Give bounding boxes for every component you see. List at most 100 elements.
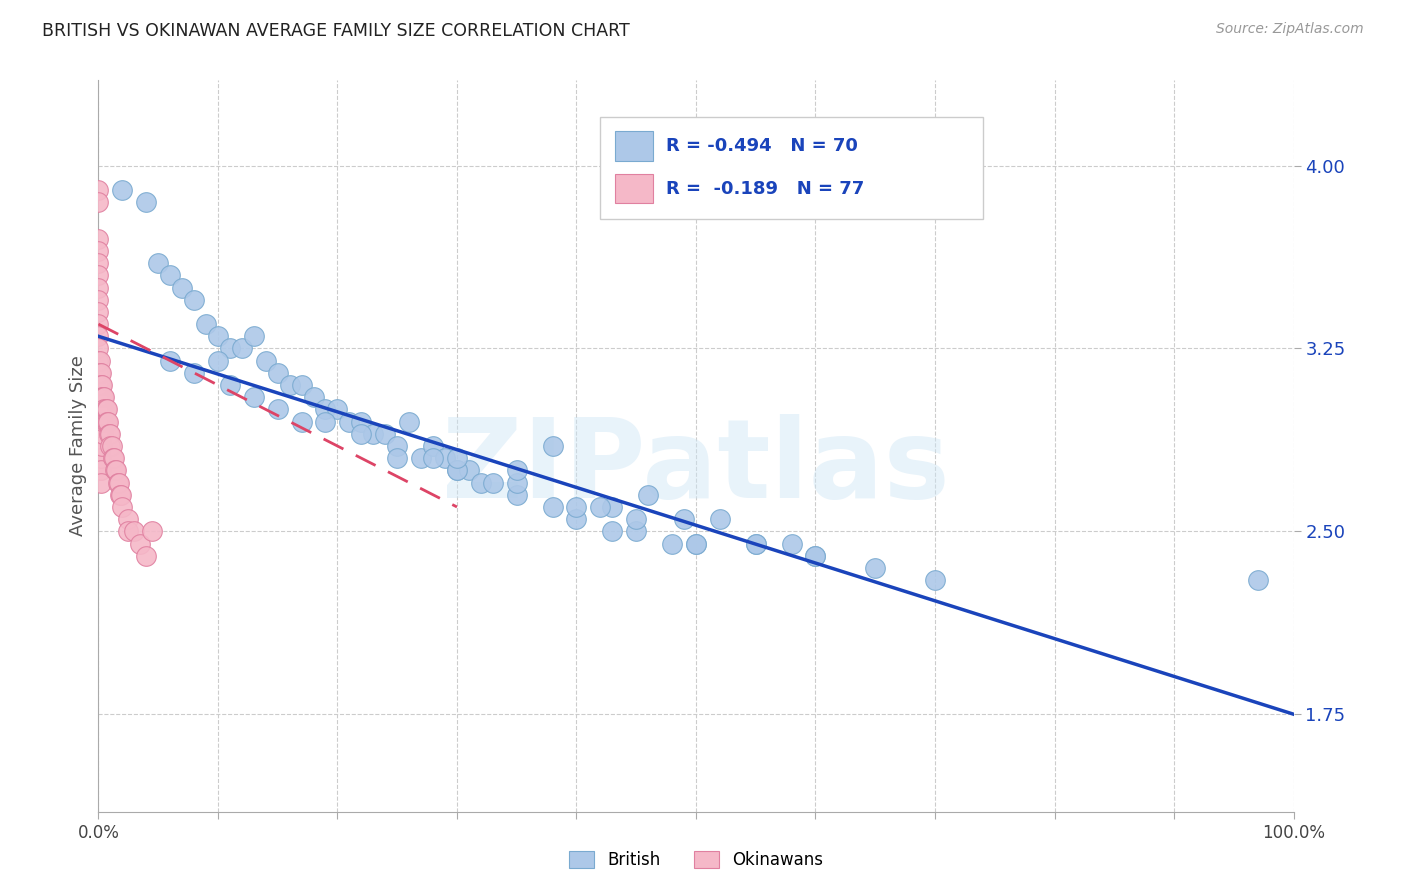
Point	[172, 280, 194, 294]
Point	[159, 268, 181, 283]
Text: R =  -0.189   N = 77: R = -0.189 N = 77	[666, 179, 865, 197]
Point	[90, 426, 112, 441]
Point	[506, 475, 529, 490]
Point	[89, 390, 111, 404]
Point	[87, 402, 110, 417]
Point	[350, 415, 373, 429]
Point	[398, 415, 420, 429]
Point	[90, 402, 112, 417]
Point	[107, 475, 129, 490]
Point	[90, 366, 112, 380]
Point	[90, 439, 112, 453]
Point	[87, 390, 110, 404]
Text: ZIPatlas: ZIPatlas	[441, 415, 950, 522]
Legend: British, Okinawans: British, Okinawans	[569, 851, 823, 869]
Point	[302, 390, 325, 404]
Text: Source: ZipAtlas.com: Source: ZipAtlas.com	[1216, 22, 1364, 37]
Bar	[614, 174, 652, 203]
Point	[709, 512, 731, 526]
Point	[89, 402, 111, 417]
Point	[278, 378, 301, 392]
Bar	[614, 131, 652, 161]
Point	[470, 475, 492, 490]
Point	[589, 500, 612, 514]
Point	[745, 536, 768, 550]
Point	[626, 512, 648, 526]
Point	[110, 488, 132, 502]
Point	[207, 353, 229, 368]
Point	[91, 390, 114, 404]
Point	[481, 475, 505, 490]
Point	[91, 390, 114, 404]
Point	[374, 426, 396, 441]
Point	[924, 573, 946, 587]
Point	[434, 451, 457, 466]
Point	[87, 280, 110, 294]
Point	[804, 549, 827, 563]
Point	[87, 256, 110, 270]
Point	[267, 402, 290, 417]
Point	[93, 415, 115, 429]
Point	[89, 415, 111, 429]
Point	[91, 402, 114, 417]
Point	[506, 463, 529, 477]
Point	[117, 524, 139, 539]
Point	[267, 366, 290, 380]
Point	[96, 402, 118, 417]
Point	[111, 500, 134, 514]
Point	[91, 415, 114, 429]
Point	[422, 439, 444, 453]
Point	[87, 183, 110, 197]
Point	[94, 402, 117, 417]
Point	[89, 353, 111, 368]
FancyBboxPatch shape	[600, 117, 983, 219]
Point	[87, 317, 110, 331]
Point	[98, 439, 122, 453]
Point	[89, 451, 111, 466]
Point	[422, 451, 444, 466]
Point	[87, 353, 110, 368]
Point	[90, 463, 112, 477]
Point	[90, 415, 112, 429]
Point	[90, 475, 112, 490]
Point	[87, 415, 110, 429]
Point	[108, 488, 131, 502]
Point	[565, 512, 588, 526]
Point	[541, 500, 564, 514]
Point	[254, 353, 277, 368]
Point	[458, 463, 481, 477]
Point	[135, 549, 157, 563]
Point	[94, 415, 117, 429]
Point	[117, 512, 139, 526]
Point	[111, 183, 134, 197]
Point	[243, 390, 266, 404]
Point	[637, 488, 659, 502]
Point	[93, 390, 115, 404]
Point	[363, 426, 385, 441]
Point	[91, 378, 114, 392]
Point	[93, 402, 115, 417]
Point	[626, 524, 648, 539]
Point	[446, 463, 468, 477]
Point	[103, 451, 125, 466]
Point	[100, 439, 122, 453]
Point	[87, 305, 110, 319]
Point	[129, 536, 152, 550]
Point	[195, 317, 218, 331]
Point	[90, 451, 112, 466]
Point	[231, 342, 253, 356]
Y-axis label: Average Family Size: Average Family Size	[69, 356, 87, 536]
Point	[91, 439, 114, 453]
Point	[89, 366, 111, 380]
Point	[87, 195, 110, 210]
Point	[865, 561, 887, 575]
Point	[183, 293, 205, 307]
Point	[207, 329, 229, 343]
Point	[87, 378, 110, 392]
Point	[89, 439, 111, 453]
Point	[91, 426, 114, 441]
Point	[385, 451, 409, 466]
Point	[96, 415, 118, 429]
Point	[315, 415, 337, 429]
Point	[602, 500, 624, 514]
